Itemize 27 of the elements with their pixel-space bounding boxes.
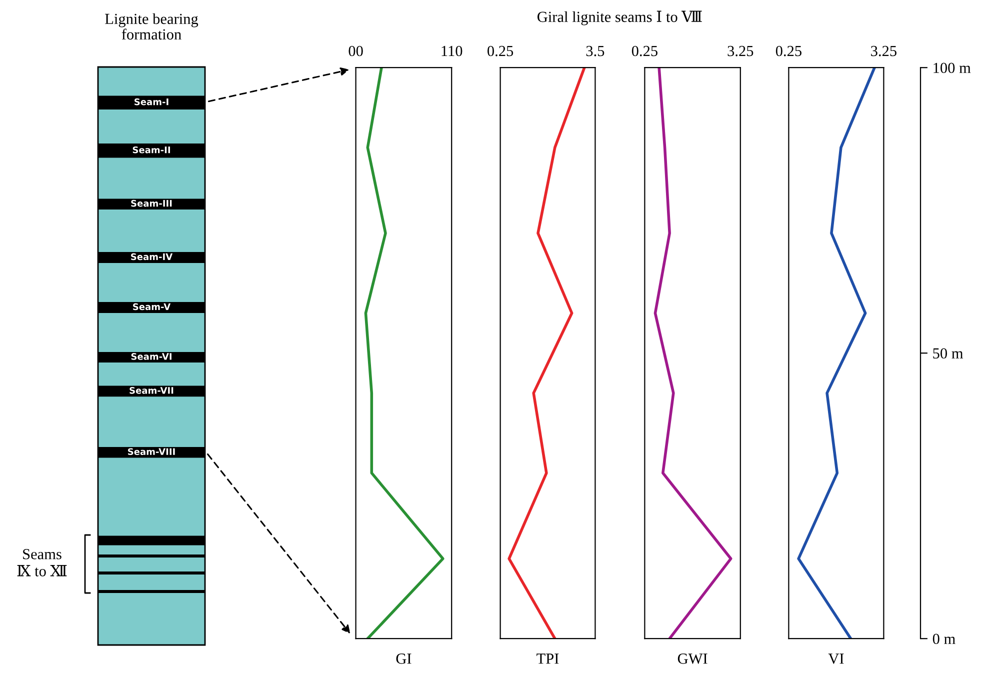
text: Seams Ⅸ to Ⅻ [17,549,67,576]
x-axis-title: TPI [536,654,559,664]
y-tick-label: 100 m [934,62,971,74]
text: Seam-II [132,146,170,154]
text: Giral lignite seams Ⅰ to Ⅷ [538,10,702,26]
x-tick-label: 3.5 [586,46,604,56]
x-axis-title: GI [396,654,412,664]
x-tick-label: 3.25 [871,46,896,56]
x-axis-title: VI [828,654,844,664]
x-tick-label: 110 [442,46,462,56]
text: Lignite bearing formation [105,13,198,40]
x-axis-title: GWI [678,654,708,664]
text: Seam-V [133,303,171,310]
text: Seam-VII [130,386,174,394]
y-tick-label: 50 m [933,348,964,359]
text: Seam-III [131,200,172,207]
x-tick-label: 0.25 [776,46,802,56]
x-tick-label: 0.25 [488,46,514,56]
y-tick-label: 0 m [932,634,956,644]
text: Seam-VI [131,353,172,360]
text: Seam-VIII [128,448,175,456]
text: Seam-IV [131,253,173,260]
x-tick-label: 0.25 [632,46,658,56]
line-series [797,68,876,639]
text: Seam-I [134,98,168,106]
x-tick-label: 3.25 [728,46,754,56]
x-tick-label: 00 [348,46,363,56]
